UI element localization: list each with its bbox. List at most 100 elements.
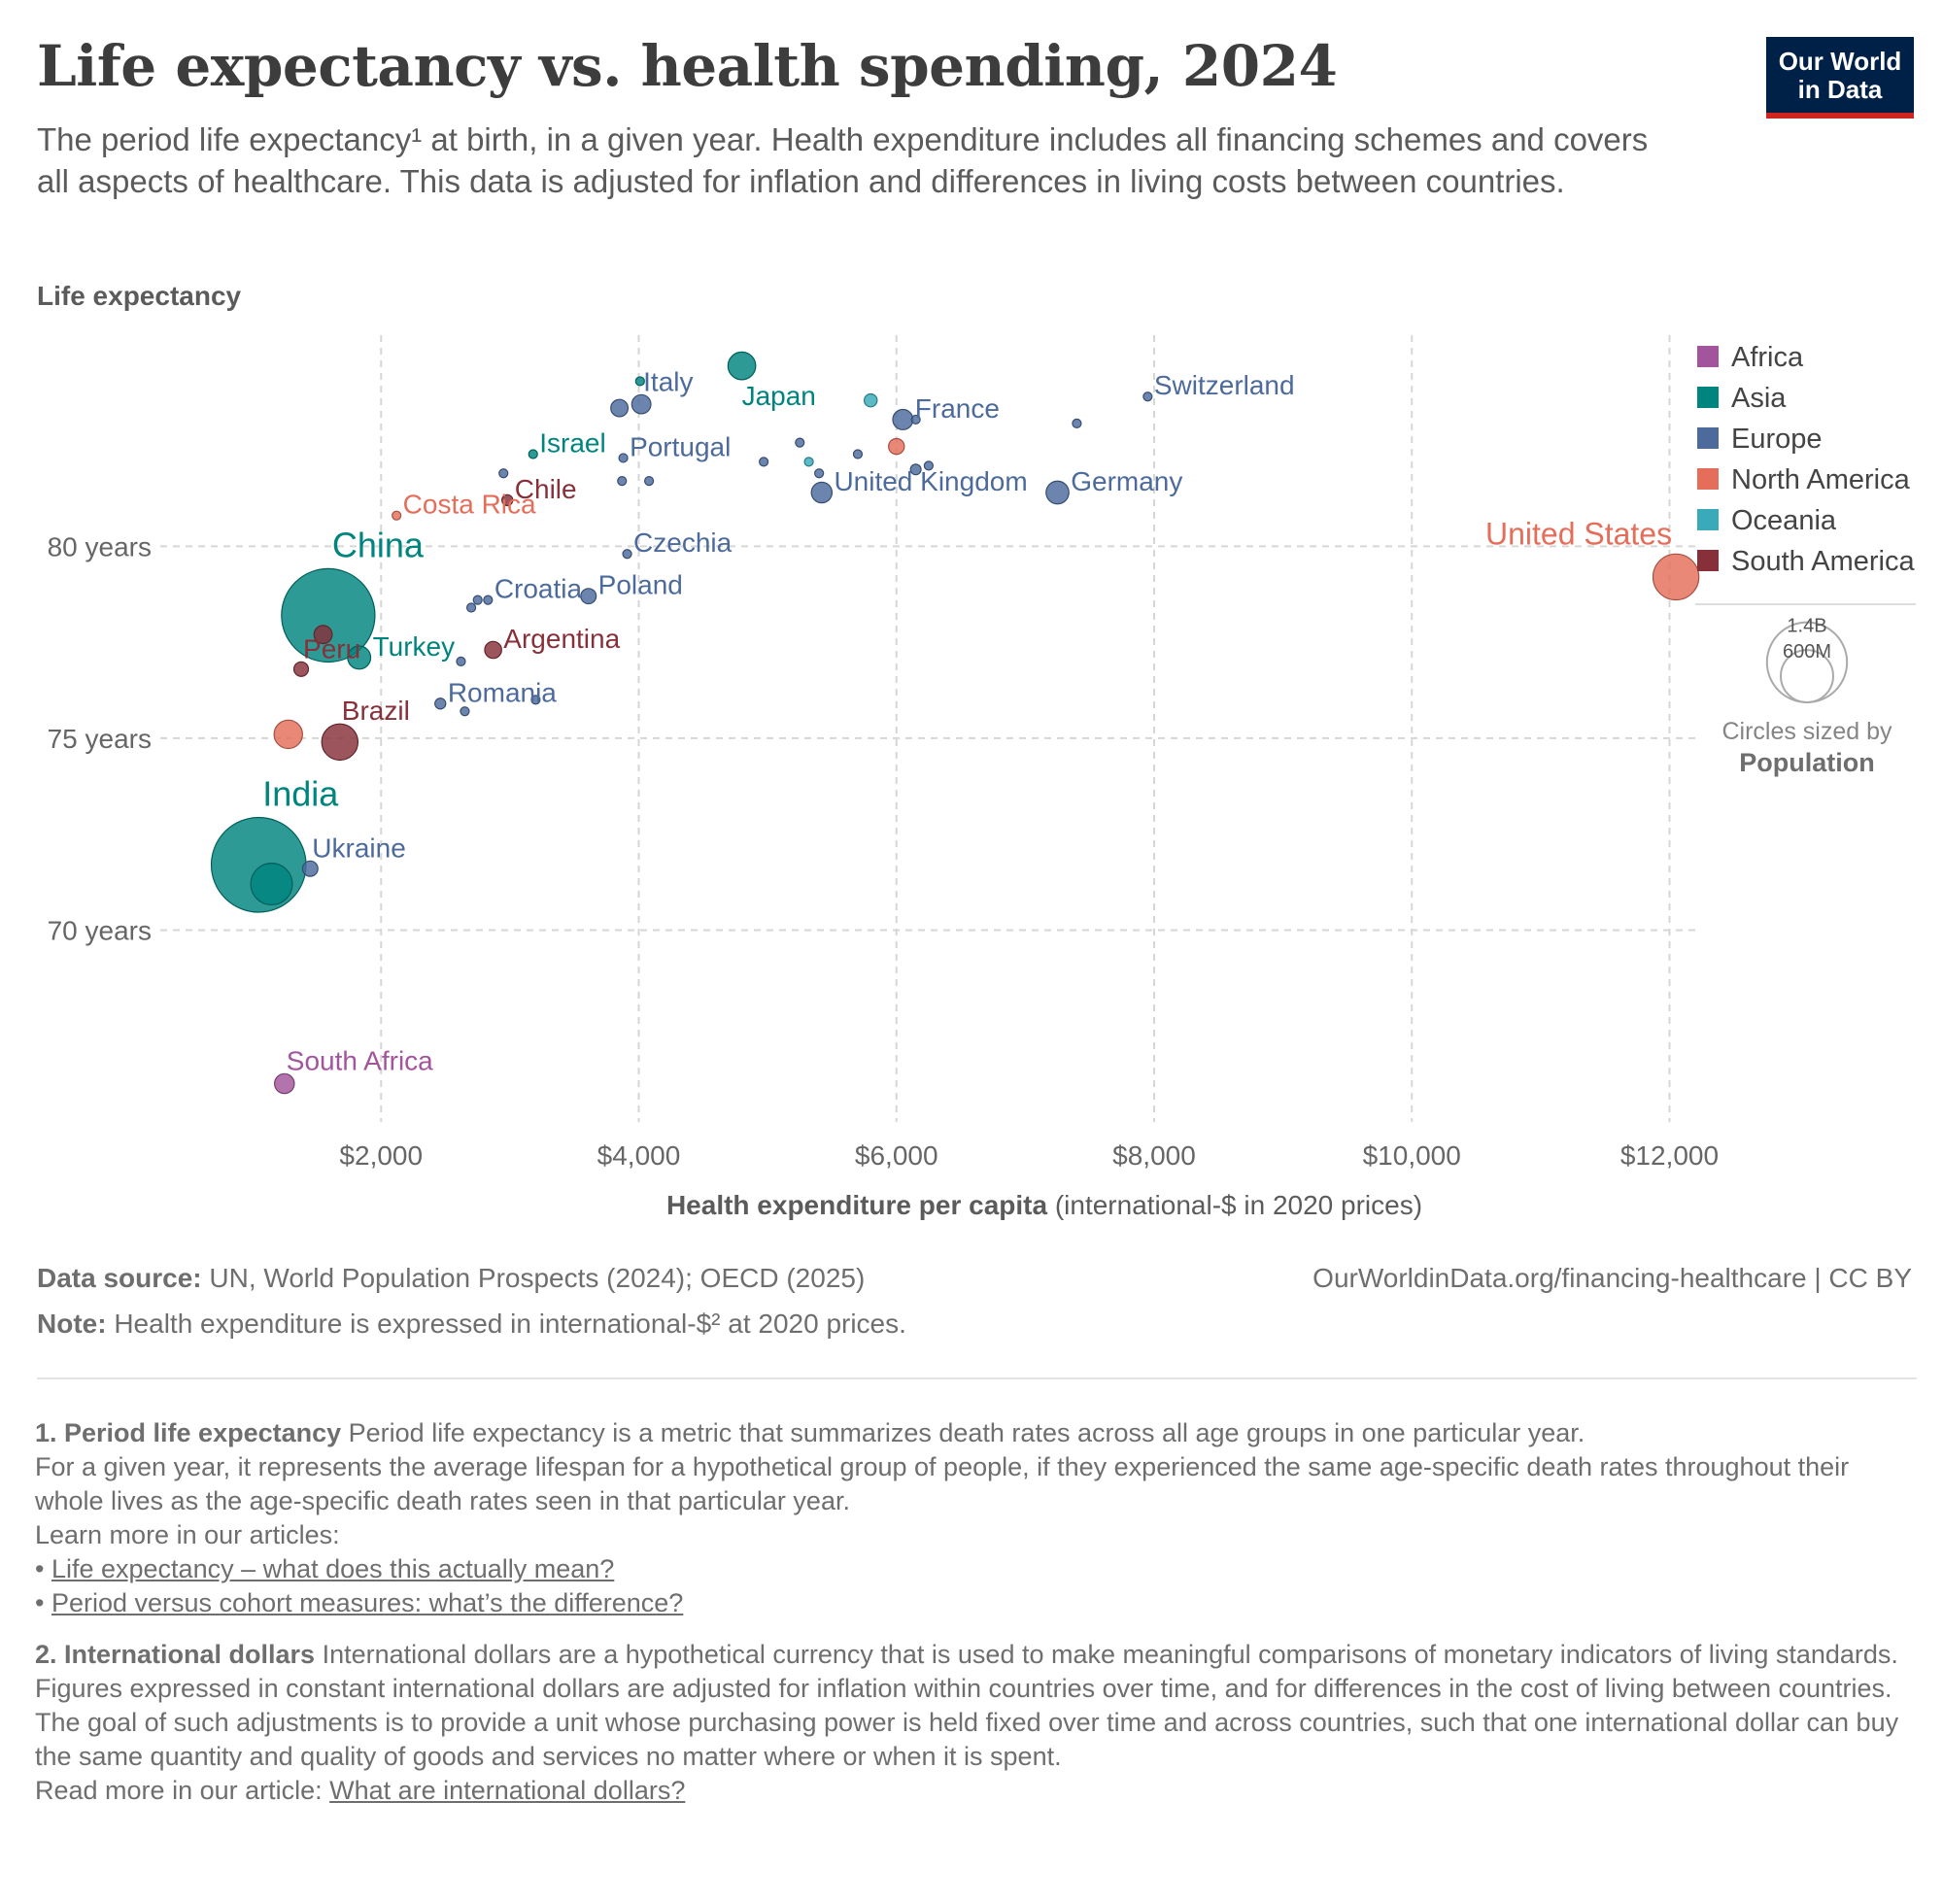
point-turkey[interactable] (347, 645, 372, 670)
point-canada[interactable] (888, 437, 905, 456)
footnote-1-line2: For a given year, it represents the aver… (35, 1452, 1850, 1515)
link-life-expectancy[interactable]: Life expectancy – what does this actuall… (51, 1554, 615, 1583)
point-mexico[interactable] (273, 719, 303, 750)
footnote-2-read-row: Read more in our article: What are inter… (35, 1774, 1910, 1808)
label-germany: Germany (1071, 466, 1182, 496)
y-tick-label-70: 70 years (48, 915, 152, 945)
legend-swatch-south-america (1697, 550, 1719, 571)
source-url[interactable]: OurWorldinData.org/financing-healthcare … (1312, 1263, 1912, 1293)
y-axis-title: Life expectancy (37, 281, 242, 311)
point-hungary[interactable] (456, 656, 466, 666)
point-romania[interactable] (434, 697, 447, 710)
point-slovenia[interactable] (617, 476, 628, 487)
size-legend-variable: Population (1739, 748, 1874, 777)
point-ireland[interactable] (795, 437, 805, 448)
x-tick-label-6000: $6,000 (855, 1140, 938, 1171)
y-tick-label-80: 80 years (48, 531, 152, 561)
label-united-states: United States (1485, 516, 1672, 551)
label-italy: Italy (643, 366, 693, 396)
legend-swatch-oceania (1697, 509, 1719, 530)
footer-divider (37, 1377, 1917, 1379)
point-latvia[interactable] (530, 695, 541, 705)
point-japan[interactable] (727, 351, 757, 381)
data-points (210, 351, 1700, 1095)
legend-label-south-america[interactable]: South America (1731, 546, 1915, 577)
point-china[interactable] (281, 567, 376, 663)
point-czechia[interactable] (622, 549, 632, 560)
legend-swatch-north-america (1697, 468, 1719, 490)
legend-label-oceania[interactable]: Oceania (1731, 505, 1837, 536)
legend-label-north-america[interactable]: North America (1731, 464, 1911, 495)
point-switzerland[interactable] (1142, 391, 1153, 402)
point-south-africa[interactable] (274, 1072, 295, 1095)
point-germany[interactable] (1045, 480, 1070, 505)
label-france: France (915, 393, 1000, 424)
footer-note: Note: Health expenditure is expressed in… (37, 1309, 906, 1340)
label-romania: Romania (448, 677, 557, 707)
point-australia[interactable] (863, 392, 878, 408)
footer-note-label: Note: (37, 1309, 107, 1339)
x-tick-label-12000: $12,000 (1620, 1140, 1719, 1171)
footnote-1-text: Period life expectancy is a metric that … (341, 1418, 1585, 1447)
point-costa-rica[interactable] (392, 510, 402, 521)
label-costa-rica: Costa Rica (403, 490, 536, 520)
link-period-cohort[interactable]: Period versus cohort measures: what’s th… (51, 1588, 684, 1617)
legend-label-africa[interactable]: Africa (1731, 342, 1804, 373)
point-austria[interactable] (923, 460, 934, 471)
point-estonia[interactable] (472, 595, 483, 605)
point-greece[interactable] (498, 468, 509, 479)
point-chile[interactable] (501, 493, 514, 507)
footnotes: 1. Period life expectancy Period life ex… (35, 1416, 1910, 1808)
point-colombia[interactable] (313, 625, 333, 645)
size-legend-circle-1 (1780, 649, 1834, 703)
point-cyprus[interactable] (634, 376, 645, 387)
point-sweden[interactable] (910, 414, 921, 425)
point-brazil[interactable] (321, 723, 359, 762)
point-peru[interactable] (292, 661, 310, 677)
point-poland[interactable] (580, 588, 597, 605)
label-china: China (332, 525, 425, 564)
footnote-1-learn: Learn more in our articles: (35, 1520, 340, 1549)
size-legend-value-1: 600M (1783, 641, 1831, 663)
point-united-states[interactable] (1652, 553, 1700, 601)
point-finland[interactable] (759, 457, 769, 467)
scatter-chart: Life expectancy 70 years 75 years 80 years… (37, 281, 1916, 1220)
label-india: India (262, 774, 339, 814)
link-international-dollars[interactable]: What are international dollars? (329, 1776, 686, 1805)
label-turkey: Turkey (373, 631, 456, 662)
point-france[interactable] (892, 408, 914, 430)
point-malta[interactable] (644, 476, 655, 487)
label-peru: Peru (303, 633, 360, 663)
point-croatia[interactable] (483, 595, 494, 605)
legend-label-europe[interactable]: Europe (1731, 424, 1823, 455)
legend-swatch-europe (1697, 427, 1719, 449)
point-slovakia[interactable] (465, 602, 477, 613)
label-czechia: Czechia (633, 527, 733, 558)
x-axis-title-bold: Health expenditure per capita (666, 1190, 1048, 1220)
point-denmark[interactable] (814, 468, 825, 479)
point-italy[interactable] (631, 393, 652, 415)
point-norway[interactable] (1072, 418, 1082, 428)
point-new-zealand[interactable] (803, 457, 814, 467)
footnote-1: 1. Period life expectancy Period life ex… (35, 1416, 1910, 1450)
point-netherlands[interactable] (909, 463, 922, 476)
point-ukraine[interactable] (301, 860, 319, 877)
point-spain[interactable] (610, 398, 630, 418)
footnote-2-text: International dollars are a hypothetical… (315, 1640, 1898, 1669)
legend-label-asia[interactable]: Asia (1731, 383, 1787, 414)
point-argentina[interactable] (484, 640, 502, 660)
point-portugal[interactable] (618, 453, 629, 463)
point-belgium[interactable] (852, 449, 864, 459)
legend-swatch-africa (1697, 346, 1719, 367)
footnote-2-line3: The goal of such adjustments is to provi… (35, 1708, 1899, 1771)
owid-logo[interactable]: Our World in Data (1766, 37, 1914, 119)
label-south-africa: South Africa (287, 1045, 433, 1075)
point-israel[interactable] (528, 449, 538, 459)
point-united-kingdom[interactable] (810, 481, 834, 504)
footnote-1-title: 1. Period life expectancy (35, 1418, 342, 1447)
point-indonesia[interactable] (250, 863, 293, 906)
point-bulgaria[interactable] (460, 706, 470, 717)
data-source-label: Data source: (37, 1263, 202, 1293)
x-tick-label-10000: $10,000 (1363, 1140, 1461, 1171)
logo-line-2: in Data (1797, 75, 1883, 104)
